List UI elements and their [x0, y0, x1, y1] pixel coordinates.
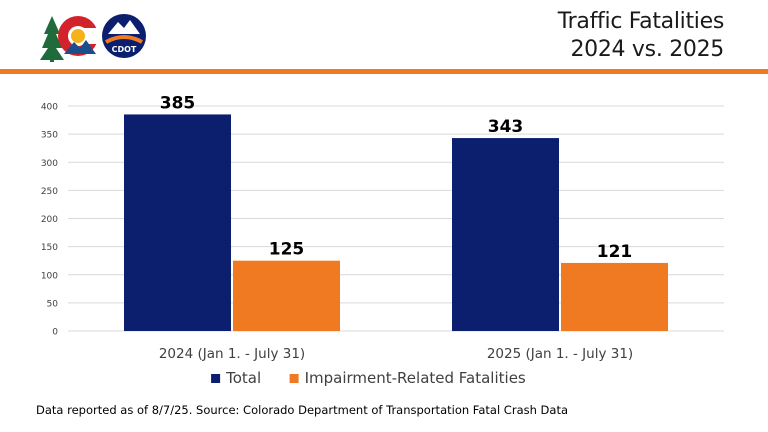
cdot-logo-text: CDOT	[112, 45, 137, 54]
legend-swatch	[211, 374, 221, 383]
title-line-2: 2024 vs. 2025	[570, 37, 724, 62]
y-tick-label: 150	[41, 243, 58, 253]
colorado-logo-icon	[40, 16, 100, 62]
legend-label: Total	[225, 369, 261, 387]
page-title: Traffic Fatalities 2024 vs. 2025	[557, 8, 725, 64]
bar-total-0	[124, 114, 231, 331]
x-category-label: 2025 (Jan 1. - July 31)	[487, 346, 633, 362]
x-category-label: 2024 (Jan 1. - July 31)	[159, 346, 305, 362]
y-tick-label: 0	[52, 328, 58, 338]
bar-total-1	[452, 138, 559, 331]
bar-impairment-related-fatalities-0	[233, 260, 340, 331]
data-label: 121	[597, 242, 633, 262]
y-tick-label: 50	[47, 299, 59, 309]
legend-label: Impairment-Related Fatalities	[305, 369, 526, 387]
bar-chart: 0 50 100 150 200 250 300 350 400 385 125 2024 (Jan …	[41, 93, 724, 387]
header: CDOT Traffic Fatalities 2024 vs. 2025	[0, 0, 768, 70]
title-line-1: Traffic Fatalities	[557, 9, 725, 34]
bar-impairment-related-fatalities-1	[561, 262, 668, 331]
header-accent-bar	[0, 69, 768, 74]
y-tick-label: 200	[41, 215, 58, 225]
cdot-logo-icon: CDOT	[102, 14, 146, 58]
y-tick-label: 250	[41, 187, 58, 197]
data-label: 385	[160, 93, 196, 113]
data-label: 125	[269, 240, 305, 260]
logo-group: CDOT	[40, 12, 150, 64]
data-label: 343	[488, 117, 524, 137]
y-tick-label: 100	[41, 271, 58, 281]
legend-swatch	[289, 374, 299, 383]
y-tick-label: 400	[41, 103, 58, 113]
y-tick-label: 350	[41, 131, 58, 141]
y-tick-label: 300	[41, 159, 58, 169]
footnote: Data reported as of 8/7/25. Source: Colo…	[36, 403, 569, 417]
